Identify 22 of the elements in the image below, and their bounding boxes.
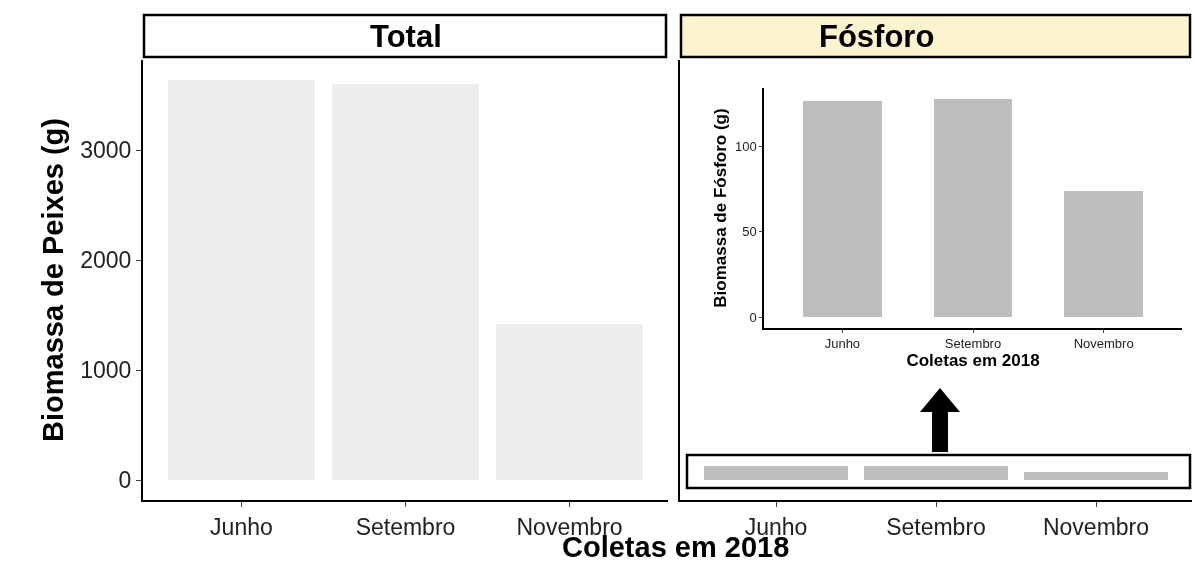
y-tick-label: 0 bbox=[118, 467, 132, 494]
x-tick-label: Junho bbox=[210, 513, 273, 540]
x-tick-label: Setembro bbox=[886, 513, 986, 540]
y-tick-label: 1000 bbox=[80, 357, 132, 384]
chart-title: Fósforo bbox=[819, 19, 935, 54]
bar bbox=[1064, 191, 1143, 317]
y-tick-label: 3000 bbox=[80, 137, 132, 164]
x-tick-label: Novembro bbox=[1073, 336, 1134, 352]
y-axis-title: Biomassa de Peixes (g) bbox=[37, 118, 70, 442]
x-tick-label: Setembro bbox=[355, 513, 456, 540]
x-axis-title: Coletas em 2018 bbox=[906, 351, 1040, 371]
bar bbox=[803, 101, 882, 317]
x-tick-label: Junho bbox=[824, 336, 861, 352]
y-tick-label: 50 bbox=[742, 224, 757, 240]
chart-title: Total bbox=[370, 19, 442, 54]
y-tick-label: 100 bbox=[734, 139, 757, 155]
y-tick-label: 0 bbox=[749, 309, 757, 325]
bar bbox=[934, 99, 1012, 317]
y-axis-title: Biomassa de Fósforo (g) bbox=[711, 108, 730, 308]
y-tick-label: 2000 bbox=[80, 247, 132, 274]
x-tick-label: Setembro bbox=[944, 336, 1002, 352]
x-tick-label: Novembro bbox=[1042, 513, 1150, 540]
